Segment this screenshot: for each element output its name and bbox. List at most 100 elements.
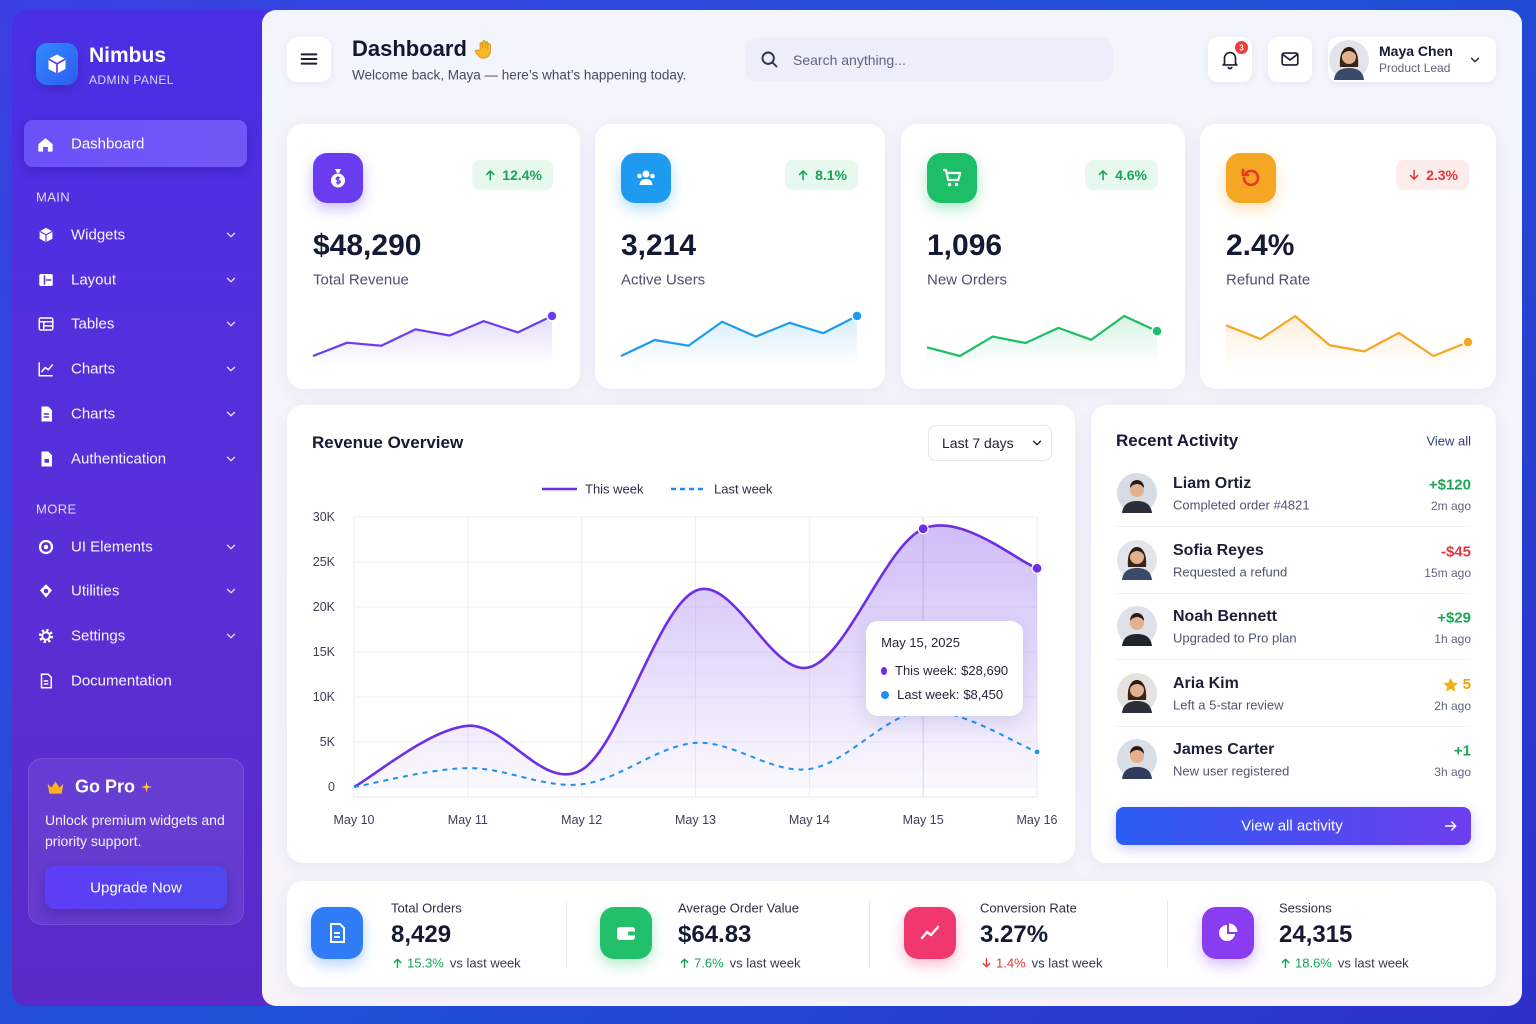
activity-amount-row: 5 xyxy=(1442,676,1471,694)
stat-icon xyxy=(1219,923,1238,941)
stat-change-row: 15.3% vs last week xyxy=(391,956,521,971)
kpi-icon xyxy=(943,168,962,187)
nav-icon xyxy=(41,406,52,422)
icon-part xyxy=(226,456,236,461)
activity-amount-row: -$45 xyxy=(1441,543,1471,560)
search-placeholder: Search anything... xyxy=(793,52,906,68)
activity-name: Aria Kim xyxy=(1173,674,1239,692)
kpi-icon-box xyxy=(1226,153,1276,203)
y-tick-label: 25K xyxy=(312,555,335,569)
nav-item[interactable]: Authentication xyxy=(71,450,167,467)
activity-button[interactable] xyxy=(1116,807,1471,845)
activity-amount-row: +$120 xyxy=(1429,477,1471,494)
y-tick-label: 5K xyxy=(319,735,335,749)
icon-part xyxy=(474,40,491,59)
icon-part xyxy=(1282,53,1298,61)
user-name: Maya Chen xyxy=(1379,43,1453,59)
stat-change: 18.6% xyxy=(1295,955,1332,971)
icon-part xyxy=(1130,679,1144,688)
activity-button-label[interactable]: View all activity xyxy=(1241,817,1343,835)
icon-part xyxy=(38,539,54,554)
nav-item[interactable]: Charts xyxy=(71,360,116,378)
icon-part xyxy=(330,923,345,943)
range-dropdown[interactable] xyxy=(928,425,1052,461)
icon-part xyxy=(335,176,341,185)
icon-part xyxy=(334,932,340,938)
x-tick-label: May 11 xyxy=(447,813,488,827)
avatar xyxy=(1117,672,1157,713)
promo-button[interactable] xyxy=(45,866,227,909)
activity-link[interactable]: View all xyxy=(1426,433,1471,449)
nav-icon xyxy=(38,539,54,554)
icon-part xyxy=(226,277,236,283)
change-value: 2.3% xyxy=(1426,167,1458,183)
nav-chevron xyxy=(226,633,236,639)
change-value: 12.4% xyxy=(502,167,542,183)
nav-active[interactable] xyxy=(24,120,247,167)
nav-item[interactable]: Documentation xyxy=(71,672,172,690)
kpi-value: 1,096 xyxy=(927,229,1003,262)
nav-item[interactable]: Charts xyxy=(71,405,116,423)
icon-part xyxy=(43,588,49,594)
icon-part xyxy=(335,169,341,173)
icon-part xyxy=(48,58,66,74)
icon-part xyxy=(41,631,51,641)
icon-part xyxy=(226,232,236,238)
nav-chevron xyxy=(226,588,236,594)
icon-part xyxy=(486,170,495,181)
nav-item[interactable]: Dashboard xyxy=(71,135,145,153)
activity-detail: New user registered xyxy=(1173,763,1290,779)
promo-title: Go Pro xyxy=(75,776,136,797)
icon-part xyxy=(650,173,655,179)
icon-part xyxy=(43,413,49,418)
stat-icon xyxy=(920,925,940,940)
tooltip-label: Last week: xyxy=(897,687,960,703)
icon-part xyxy=(1281,958,1290,969)
stat-value: 24,315 xyxy=(1279,921,1353,948)
nav-item[interactable]: Tables xyxy=(71,315,115,333)
user-role: Product Lead xyxy=(1379,61,1451,75)
nav-icon xyxy=(38,317,54,332)
stat-icon xyxy=(330,923,345,943)
nav-item[interactable]: UI Elements xyxy=(71,538,153,555)
nav-item[interactable]: Settings xyxy=(71,627,126,645)
icon xyxy=(798,170,808,181)
activity-name: Liam Ortiz xyxy=(1173,475,1252,492)
avatar xyxy=(1117,606,1157,646)
nav-item[interactable]: Utilities xyxy=(71,582,120,600)
kpi-label: New Orders xyxy=(927,271,1008,289)
y-tick-label: 30K xyxy=(312,510,335,524)
search-box[interactable] xyxy=(745,37,1113,82)
promo-text: Unlock premium widgets and priority supp… xyxy=(45,812,225,849)
icon-part xyxy=(39,321,53,331)
x-tick-label: May 13 xyxy=(675,813,716,827)
stat-value: 8,429 xyxy=(391,921,452,948)
nav-chevron xyxy=(226,411,236,417)
icon-part xyxy=(642,170,650,178)
nav-item[interactable]: Layout xyxy=(71,271,117,289)
avatar xyxy=(1117,473,1157,513)
nav-item[interactable]: Widgets xyxy=(71,226,126,244)
icon-part xyxy=(1130,549,1144,564)
logo-icon xyxy=(48,54,66,74)
icon-part xyxy=(226,366,236,372)
change-value: 8.1% xyxy=(815,167,847,183)
chart-title: Revenue Overview xyxy=(312,433,464,452)
nav-section-title: MORE xyxy=(36,501,77,516)
icon-part xyxy=(1470,57,1480,63)
change-value: 4.6% xyxy=(1115,167,1147,183)
activity-amount-row: +1 xyxy=(1454,743,1471,760)
activity-card xyxy=(1091,405,1496,863)
promo-button-label[interactable]: Upgrade Now xyxy=(90,879,182,897)
icon xyxy=(393,958,402,969)
icon-part xyxy=(43,544,49,549)
kpi-label: Total Revenue xyxy=(313,271,409,289)
icon-part xyxy=(1342,47,1356,55)
sidebar xyxy=(12,10,274,1006)
icon-part xyxy=(43,275,52,285)
range-label[interactable]: Last 7 days xyxy=(942,435,1014,451)
x-tick-label: May 16 xyxy=(1016,813,1058,827)
icon-part xyxy=(1122,501,1152,513)
nav-chevron xyxy=(226,232,236,238)
icon-part xyxy=(300,53,318,65)
